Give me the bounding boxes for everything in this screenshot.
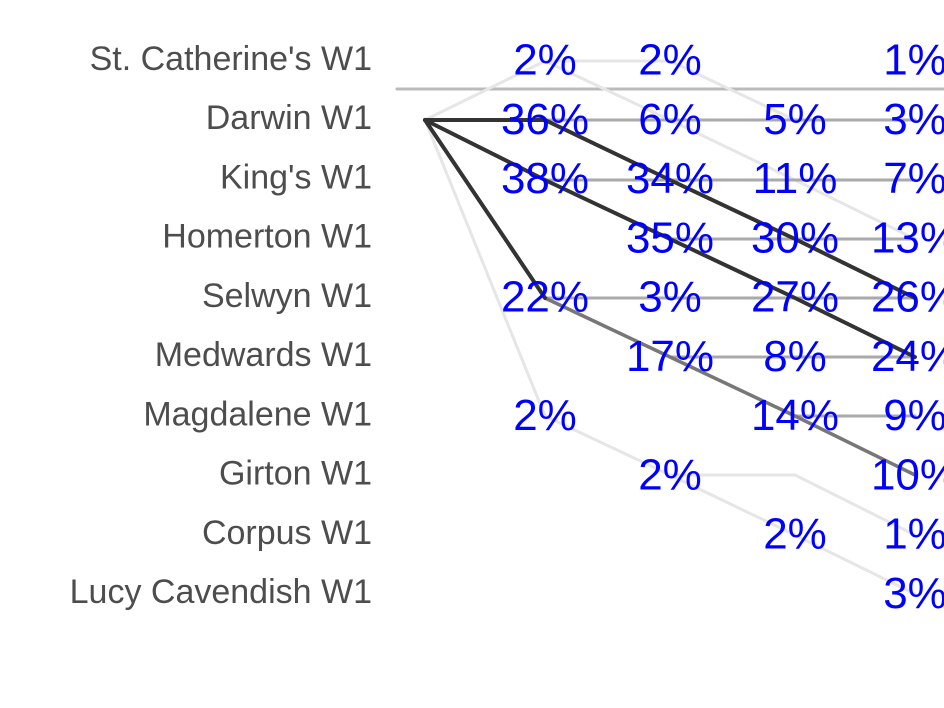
probability-label: 2%: [513, 391, 577, 440]
probability-label: 2%: [763, 510, 827, 559]
crew-label: Selwyn W1: [202, 277, 372, 315]
probability-label: 8%: [763, 332, 827, 381]
probability-label: 2%: [638, 450, 702, 499]
highlight-paths: [423, 118, 917, 359]
probability-label: 38%: [501, 154, 589, 203]
labels: St. Catherine's W1 Darwin W1 King's W1 Home…: [70, 36, 944, 618]
probability-label: 3%: [883, 569, 944, 618]
crew-label: Girton W1: [219, 455, 372, 493]
probability-label: 14%: [751, 391, 839, 440]
probability-label: 26%: [871, 273, 944, 322]
paths: [395, 59, 944, 596]
crew-label: King's W1: [220, 158, 372, 196]
probability-label: 6%: [638, 95, 702, 144]
probability-label: 17%: [626, 332, 714, 381]
probability-label: 35%: [626, 213, 714, 262]
probability-label: 5%: [763, 95, 827, 144]
probability-label: 36%: [501, 95, 589, 144]
probability-label: 1%: [883, 510, 944, 559]
crew-label: Corpus W1: [202, 514, 372, 552]
crew-label: Medwards W1: [155, 336, 372, 374]
probability-label: 11%: [753, 154, 838, 203]
probability-label: 3%: [883, 95, 944, 144]
probability-label: 7%: [883, 154, 944, 203]
probability-label: 27%: [751, 273, 839, 322]
crew-label: Magdalene W1: [143, 395, 372, 433]
probability-label: 34%: [626, 154, 714, 203]
crew-label: St. Catherine's W1: [90, 40, 372, 78]
probability-label: 22%: [501, 273, 589, 322]
probability-label: 13%: [871, 213, 944, 262]
probability-label: 2%: [513, 36, 577, 85]
probability-label: 3%: [638, 273, 702, 322]
probability-label: 2%: [638, 36, 702, 85]
mid-paths: [543, 118, 917, 418]
probability-label: 30%: [751, 213, 839, 262]
probability-label: 24%: [871, 332, 944, 381]
crew-label: Lucy Cavendish W1: [70, 573, 372, 611]
crew-label: Darwin W1: [206, 99, 372, 137]
probability-label: 9%: [883, 391, 944, 440]
crew-label: Homerton W1: [162, 218, 372, 256]
probability-label: 10%: [871, 450, 944, 499]
probability-label: 1%: [883, 36, 944, 85]
